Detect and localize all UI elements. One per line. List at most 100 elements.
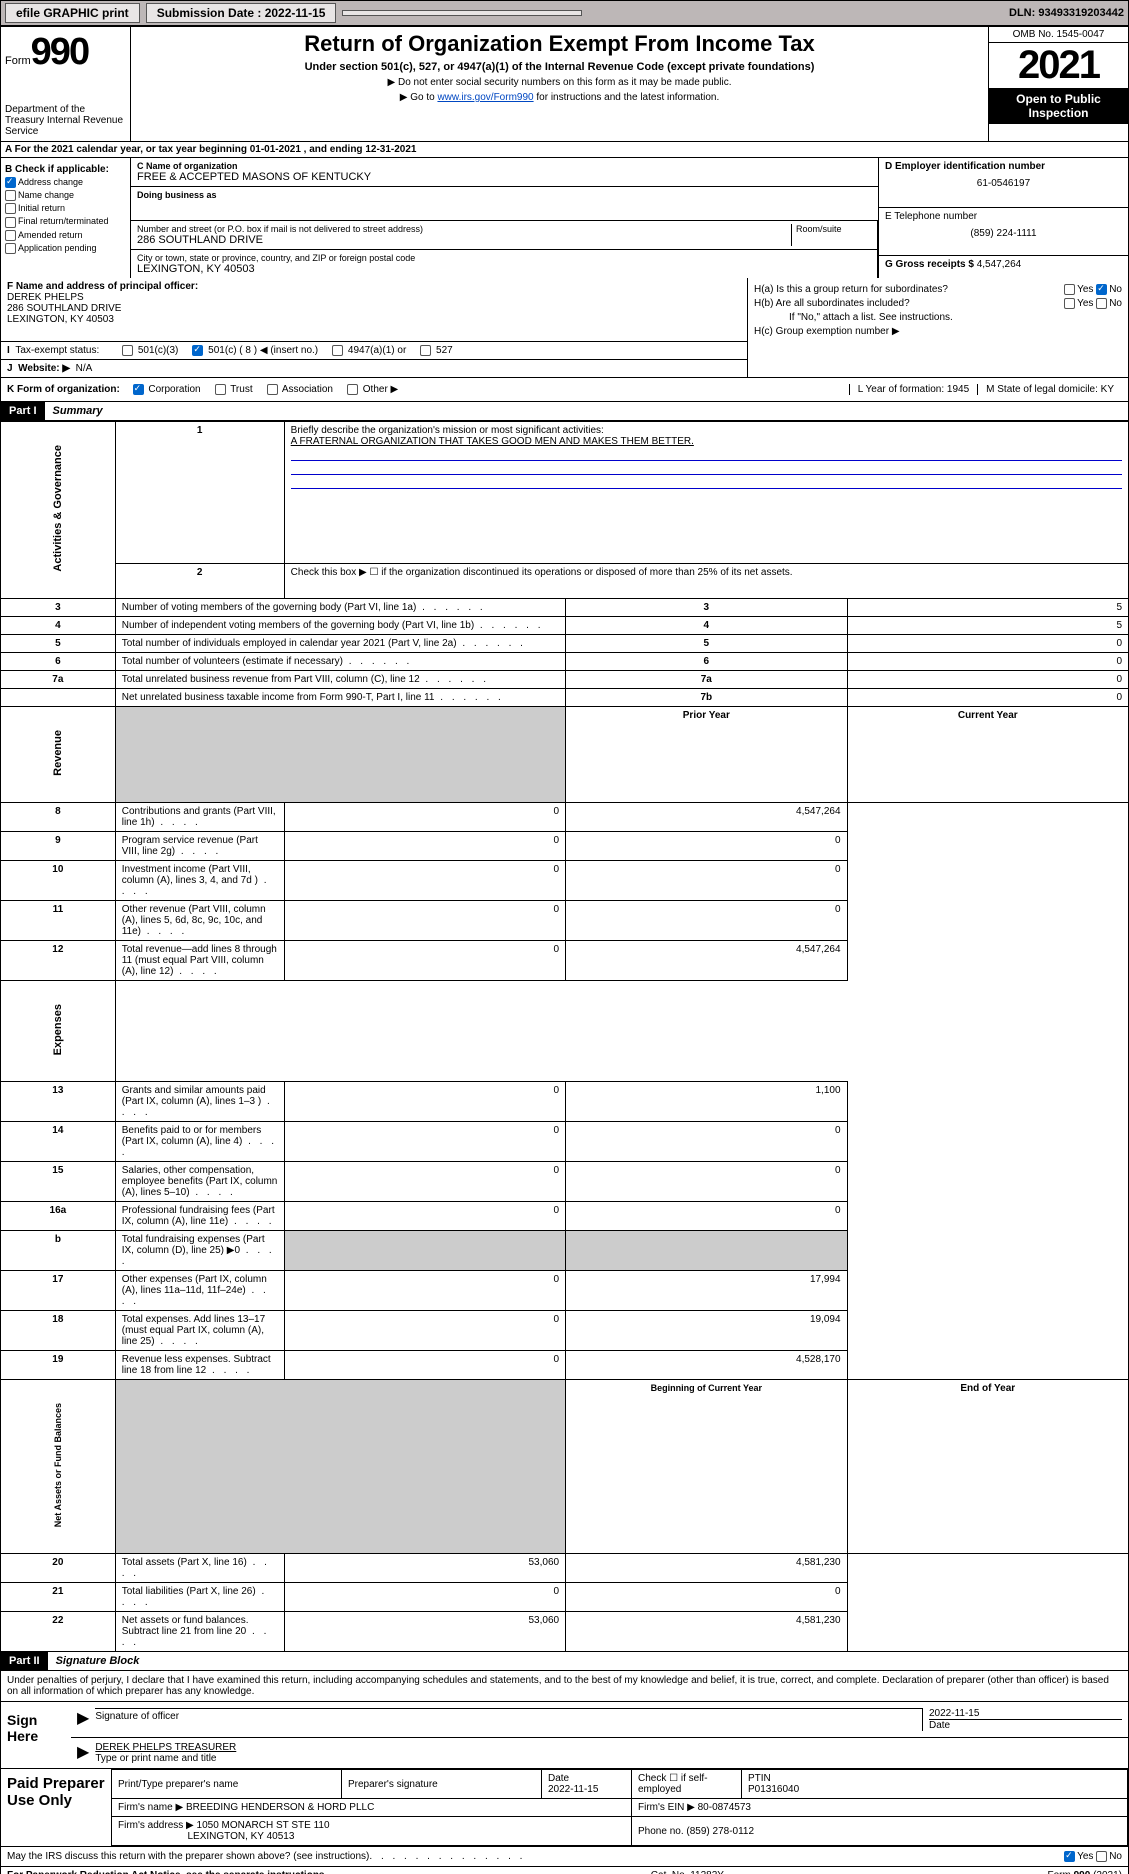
line-text: Investment income (Part VIII, column (A)… — [115, 860, 284, 900]
line1-text: Briefly describe the organization's miss… — [291, 425, 1122, 436]
tax-status-opt[interactable]: 501(c) ( 8 ) ◀ (insert no.) — [192, 345, 318, 356]
line-num: 18 — [1, 1311, 116, 1351]
officer-label: Type or print name and title — [95, 1753, 1122, 1764]
prep-date-val: 2022-11-15 — [548, 1784, 598, 1795]
curr-val: 4,581,230 — [566, 1612, 847, 1652]
line-text: Other revenue (Part VIII, column (A), li… — [115, 900, 284, 940]
perjury-text: Under penalties of perjury, I declare th… — [1, 1671, 1128, 1701]
check-item[interactable]: Initial return — [5, 203, 126, 214]
sig-date-value: 2022-11-15 — [929, 1708, 1122, 1719]
prior-val: 0 — [284, 1122, 565, 1162]
city-state-zip: LEXINGTON, KY 40503 — [137, 263, 871, 275]
prior-val: 0 — [284, 940, 565, 980]
tab-revenue: Revenue — [52, 710, 64, 796]
h-column: H(a) Is this a group return for subordin… — [748, 278, 1128, 377]
line-num: 8 — [1, 802, 116, 831]
curr-val: 0 — [566, 900, 847, 940]
line-box: 5 — [566, 634, 847, 652]
street-label: Number and street (or P.O. box if mail i… — [137, 224, 791, 234]
check-item[interactable]: Name change — [5, 190, 126, 201]
tax-status-opt[interactable]: 527 — [420, 345, 452, 356]
form-org-opt[interactable]: Other ▶ — [347, 384, 398, 395]
k-label: K Form of organization: — [7, 384, 120, 395]
topbar: efile GRAPHIC print Submission Date : 20… — [0, 0, 1129, 26]
room-label: Room/suite — [796, 224, 871, 234]
tax-status-opt[interactable]: 4947(a)(1) or — [332, 345, 406, 356]
line-num: 6 — [1, 652, 116, 670]
efile-button[interactable]: efile GRAPHIC print — [5, 3, 140, 23]
line-text: Total number of volunteers (estimate if … — [115, 652, 565, 670]
line-text: Revenue less expenses. Subtract line 18 … — [115, 1351, 284, 1380]
row-a-period: A For the 2021 calendar year, or tax yea… — [0, 142, 1129, 158]
form-ref: Form 990 (2021) — [1048, 1870, 1122, 1874]
curr-val: 4,547,264 — [566, 940, 847, 980]
line-text: Number of independent voting members of … — [115, 616, 565, 634]
note2-post: for instructions and the latest informat… — [534, 92, 720, 103]
curr-val: 0 — [566, 1583, 847, 1612]
prior-val: 0 — [284, 1583, 565, 1612]
curr-val: 19,094 — [566, 1311, 847, 1351]
form-subtitle: Under section 501(c), 527, or 4947(a)(1)… — [135, 61, 984, 73]
firm-name-lbl: Firm's name ▶ — [118, 1802, 183, 1813]
check-item[interactable]: Address change — [5, 177, 126, 188]
line-num: 20 — [1, 1554, 116, 1583]
part2-header: Part II — [1, 1652, 48, 1670]
ha-text: H(a) Is this a group return for subordin… — [754, 284, 948, 295]
section-fghij: F Name and address of principal officer:… — [0, 278, 1129, 378]
line-num: 4 — [1, 616, 116, 634]
line-box: 3 — [566, 598, 847, 616]
date-label: Date — [929, 1719, 1122, 1731]
prior-val: 0 — [284, 1271, 565, 1311]
line-val: 0 — [847, 670, 1128, 688]
part1-title: Summary — [45, 402, 111, 420]
curr-year-hdr: Current Year — [847, 706, 1128, 802]
street-address: 286 SOUTHLAND DRIVE — [137, 234, 791, 246]
firm-addr1: 1050 MONARCH ST STE 110 — [197, 1820, 330, 1831]
f-label: F Name and address of principal officer: — [7, 281, 741, 292]
hb-note: If "No," attach a list. See instructions… — [789, 312, 1122, 323]
line-val: 5 — [847, 616, 1128, 634]
line-num: 15 — [1, 1162, 116, 1202]
form-org-opt[interactable]: Association — [267, 384, 333, 395]
org-name: FREE & ACCEPTED MASONS OF KENTUCKY — [137, 171, 872, 183]
curr-val: 0 — [566, 1202, 847, 1231]
line-text: Total revenue—add lines 8 through 11 (mu… — [115, 940, 284, 980]
line-text: Total fundraising expenses (Part IX, col… — [115, 1231, 284, 1271]
curr-val: 1,100 — [566, 1082, 847, 1122]
line-text: Program service revenue (Part VIII, line… — [115, 831, 284, 860]
check-item[interactable]: Application pending — [5, 243, 126, 254]
m-state: M State of legal domicile: KY — [977, 384, 1122, 395]
line-num: 16a — [1, 1202, 116, 1231]
line-text: Total assets (Part X, line 16) . . . . — [115, 1554, 284, 1583]
paid-preparer-label: Paid Preparer Use Only — [1, 1769, 111, 1846]
form-org-opt[interactable]: Trust — [215, 384, 253, 395]
line-text: Contributions and grants (Part VIII, lin… — [115, 802, 284, 831]
check-item[interactable]: Amended return — [5, 230, 126, 241]
firm-addr2: LEXINGTON, KY 40513 — [187, 1831, 294, 1842]
prior-val: 0 — [284, 900, 565, 940]
website-value: N/A — [76, 363, 93, 374]
note-link: ▶ Go to www.irs.gov/Form990 for instruct… — [135, 92, 984, 103]
form-org-opt[interactable]: Corporation — [133, 384, 201, 395]
check-item[interactable]: Final return/terminated — [5, 216, 126, 227]
checkbox-column: B Check if applicable: Address changeNam… — [1, 158, 131, 278]
dln: DLN: 93493319203442 — [1009, 7, 1124, 19]
line-num: 5 — [1, 634, 116, 652]
gross-value: 4,547,264 — [977, 259, 1022, 270]
line-text: Total unrelated business revenue from Pa… — [115, 670, 565, 688]
line-val: 0 — [847, 688, 1128, 706]
line-text: Salaries, other compensation, employee b… — [115, 1162, 284, 1202]
tax-status-opt[interactable]: 501(c)(3) — [122, 345, 178, 356]
prior-val: 0 — [284, 1311, 565, 1351]
prep-name-hdr: Print/Type preparer's name — [112, 1770, 342, 1799]
summary-table: Activities & Governance 1 Briefly descri… — [0, 421, 1129, 1652]
line-text: Net assets or fund balances. Subtract li… — [115, 1612, 284, 1652]
discuss-answer: Yes No — [1064, 1851, 1122, 1862]
footer: For Paperwork Reduction Act Notice, see … — [0, 1867, 1129, 1874]
form-number: 990 — [31, 31, 88, 73]
irs-link[interactable]: www.irs.gov/Form990 — [437, 92, 533, 103]
line-text: Total expenses. Add lines 13–17 (must eq… — [115, 1311, 284, 1351]
hb-text: H(b) Are all subordinates included? — [754, 298, 910, 309]
blank-field — [342, 10, 582, 16]
part1-bar: Part I Summary — [0, 402, 1129, 421]
